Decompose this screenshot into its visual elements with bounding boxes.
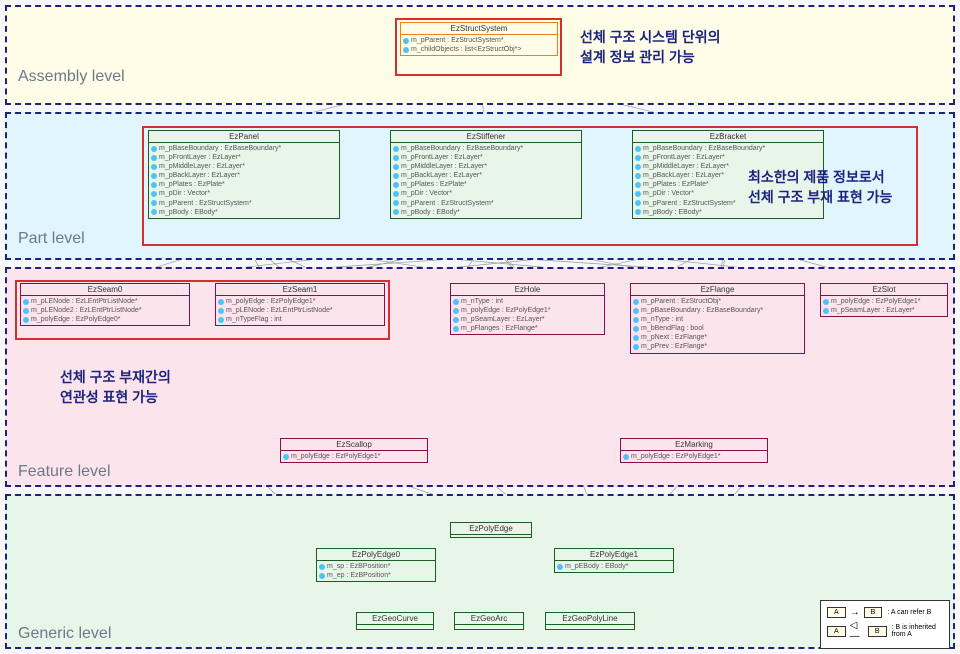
uml-attr: m_polyEdge : EzPolyEdge1* (823, 297, 945, 306)
uml-ezstiffener: EzStiffenerm_pBaseBoundary : EzBaseBound… (390, 130, 582, 219)
uml-attr: m_polyEdge : EzPolyEdge1* (218, 297, 382, 306)
uml-attr: m_pSeamLayer : EzLayer* (453, 315, 602, 324)
uml-ezpanel: EzPanelm_pBaseBoundary : EzBaseBoundary*… (148, 130, 340, 219)
annotation-1: 최소한의 제품 정보로서선체 구조 부재 표현 가능 (748, 168, 892, 207)
uml-attrs: m_nType : intm_polyEdge : EzPolyEdge1*m_… (451, 296, 604, 334)
uml-attr: m_pParent : EzStructSystem* (403, 36, 555, 45)
uml-title: EzFlange (631, 284, 804, 296)
uml-ezslot: EzSlotm_polyEdge : EzPolyEdge1*m_pSeamLa… (820, 283, 948, 317)
uml-attr: m_pMiddleLayer : EzLayer* (151, 162, 337, 171)
uml-ezhole: EzHolem_nType : intm_polyEdge : EzPolyEd… (450, 283, 605, 335)
uml-attr: m_pLENode : EzLEntPtrListNode* (218, 306, 382, 315)
level-label-part: Part level (18, 230, 85, 248)
uml-attrs: m_polyEdge : EzPolyEdge1* (281, 451, 427, 462)
uml-ezgeopolyline: EzGeoPolyLine (545, 612, 635, 630)
uml-title: EzGeoCurve (357, 613, 433, 625)
uml-attr: m_polyEdge : EzPolyEdge1* (283, 452, 425, 461)
legend-row: A→B: A can refer B (825, 607, 945, 618)
uml-ezgeoarc: EzGeoArc (454, 612, 524, 630)
uml-attr: m_pFrontLayer : EzLayer* (151, 153, 337, 162)
uml-title: EzStiffener (391, 131, 581, 143)
uml-ezflange: EzFlangem_pParent : EzStructObj*m_pBaseB… (630, 283, 805, 354)
uml-attrs: m_pLENode : EzLEntPtrListNode*m_pLENode2… (21, 296, 189, 325)
uml-attr: m_pBody : EBody* (393, 208, 579, 217)
uml-ezstructsystem: EzStructSystemm_pParent : EzStructSystem… (400, 22, 558, 56)
uml-ezgeocurve: EzGeoCurve (356, 612, 434, 630)
uml-attr: m_bBendFlag : bool (633, 324, 802, 333)
uml-attr: m_childObjects : list<EzStructObj*> (403, 45, 555, 54)
uml-attrs: m_pParent : EzStructObj*m_pBaseBoundary … (631, 296, 804, 353)
uml-attr: m_pParent : EzStructObj* (633, 297, 802, 306)
uml-attr: m_pDir : Vector* (393, 189, 579, 198)
uml-attr: m_pFlanges : EzFlange* (453, 324, 602, 333)
uml-attr: m_pBaseBoundary : EzBaseBoundary* (393, 144, 579, 153)
uml-ezseam0: EzSeam0m_pLENode : EzLEntPtrListNode*m_p… (20, 283, 190, 326)
uml-attr: m_pBackLayer : EzLayer* (393, 171, 579, 180)
uml-attr: m_nTypeFlag : int (218, 315, 382, 324)
uml-ezmarking: EzMarkingm_polyEdge : EzPolyEdge1* (620, 438, 768, 463)
uml-title: EzGeoPolyLine (546, 613, 634, 625)
annotation-2: 선체 구조 부재간의연관성 표현 가능 (60, 368, 171, 407)
uml-attr: m_sp : EzBPosition* (319, 562, 433, 571)
uml-title: EzPolyEdge1 (555, 549, 673, 561)
uml-attrs: m_pParent : EzStructSystem*m_childObject… (401, 35, 557, 55)
uml-attr: m_pEBody : EBody* (557, 562, 671, 571)
uml-attr: m_pSeamLayer : EzLayer* (823, 306, 945, 315)
uml-title: EzPolyEdge (451, 523, 531, 535)
uml-attrs: m_polyEdge : EzPolyEdge1*m_pLENode : EzL… (216, 296, 384, 325)
uml-ezpolyedge1: EzPolyEdge1m_pEBody : EBody* (554, 548, 674, 573)
legend-row: A◁—B: B is inherited from A (825, 620, 945, 642)
uml-attr: m_pBaseBoundary : EzBaseBoundary* (635, 144, 821, 153)
uml-attr: m_pPlates : EzPlate* (393, 180, 579, 189)
uml-title: EzPolyEdge0 (317, 549, 435, 561)
uml-attr: m_pFrontLayer : EzLayer* (393, 153, 579, 162)
uml-attrs: m_sp : EzBPosition*m_ep : EzBPosition* (317, 561, 435, 581)
uml-attr: m_pLENode : EzLEntPtrListNode* (23, 297, 187, 306)
uml-attr: m_pDir : Vector* (151, 189, 337, 198)
uml-attrs: m_pBaseBoundary : EzBaseBoundary*m_pFron… (149, 143, 339, 218)
uml-attr: m_pMiddleLayer : EzLayer* (393, 162, 579, 171)
uml-attr: m_polyEdge : EzPolyEdge0* (23, 315, 187, 324)
uml-ezscallop: EzScallopm_polyEdge : EzPolyEdge1* (280, 438, 428, 463)
uml-attr: m_nType : int (633, 315, 802, 324)
uml-attrs: m_pBaseBoundary : EzBaseBoundary*m_pFron… (391, 143, 581, 218)
uml-title: EzBracket (633, 131, 823, 143)
uml-ezpolyedge0: EzPolyEdge0m_sp : EzBPosition*m_ep : EzB… (316, 548, 436, 582)
uml-attr: m_polyEdge : EzPolyEdge1* (623, 452, 765, 461)
uml-attr: m_polyEdge : EzPolyEdge1* (453, 306, 602, 315)
uml-attr: m_pBaseBoundary : EzBaseBoundary* (151, 144, 337, 153)
uml-attr: m_pNext : EzFlange* (633, 333, 802, 342)
uml-attr: m_pPlates : EzPlate* (151, 180, 337, 189)
level-label-generic: Generic level (18, 625, 111, 643)
uml-attr: m_pBackLayer : EzLayer* (151, 171, 337, 180)
uml-attrs: m_polyEdge : EzPolyEdge1* (621, 451, 767, 462)
uml-attr: m_pParent : EzStructSystem* (151, 199, 337, 208)
uml-title: EzSeam1 (216, 284, 384, 296)
uml-attr: m_nType : int (453, 297, 602, 306)
uml-attrs: m_pEBody : EBody* (555, 561, 673, 572)
uml-attr: m_pParent : EzStructSystem* (393, 199, 579, 208)
uml-title: EzSlot (821, 284, 947, 296)
level-label-assembly: Assembly level (18, 68, 125, 86)
uml-attr: m_pBody : EBody* (151, 208, 337, 217)
uml-attr: m_pPrev : EzFlange* (633, 342, 802, 351)
uml-attr: m_pFrontLayer : EzLayer* (635, 153, 821, 162)
uml-title: EzPanel (149, 131, 339, 143)
uml-title: EzHole (451, 284, 604, 296)
uml-title: EzScallop (281, 439, 427, 451)
uml-attr: m_pBody : EBody* (635, 208, 821, 217)
uml-title: EzMarking (621, 439, 767, 451)
uml-attr: m_pBaseBoundary : EzBaseBoundary* (633, 306, 802, 315)
uml-title: EzSeam0 (21, 284, 189, 296)
uml-attr: m_pLENode2 : EzLEntPtrListNode* (23, 306, 187, 315)
level-label-feature: Feature level (18, 463, 111, 481)
uml-attrs: m_polyEdge : EzPolyEdge1*m_pSeamLayer : … (821, 296, 947, 316)
uml-ezseam1: EzSeam1m_polyEdge : EzPolyEdge1*m_pLENod… (215, 283, 385, 326)
uml-ezpolyedge: EzPolyEdge (450, 522, 532, 538)
uml-attr: m_ep : EzBPosition* (319, 571, 433, 580)
annotation-0: 선체 구조 시스템 단위의설계 정보 관리 가능 (580, 28, 720, 67)
legend: A→B: A can refer B A◁—B: B is inherited f… (820, 600, 950, 649)
uml-title: EzStructSystem (401, 23, 557, 35)
uml-title: EzGeoArc (455, 613, 523, 625)
